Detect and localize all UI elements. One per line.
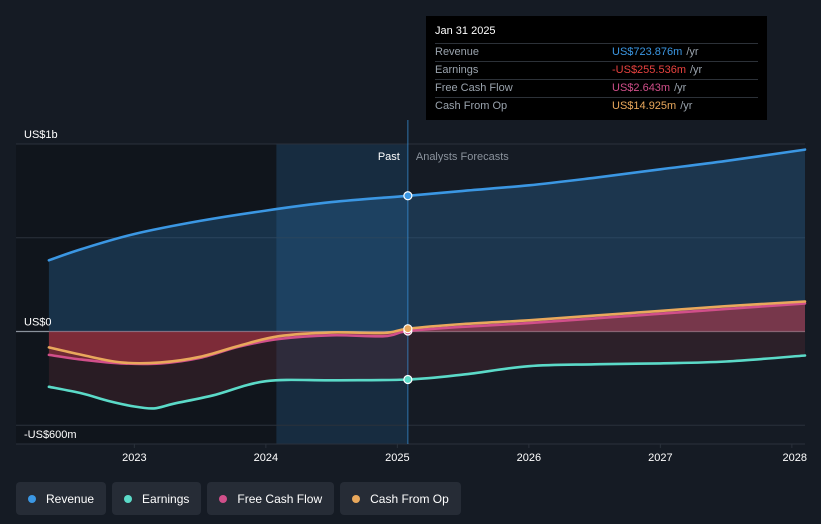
y-tick-label: US$1b [24,129,58,141]
tooltip-label: Free Cash Flow [435,82,513,94]
point-earnings [403,374,413,385]
legend-item-revenue[interactable]: Revenue [16,482,107,515]
tooltip-unit: /yr [674,82,687,94]
legend-item-earnings[interactable]: Earnings [112,482,202,515]
past-label: Past [378,151,400,163]
x-tick-label: 2023 [122,452,146,464]
y-tick-label: -US$600m [24,429,77,441]
legend-label: Cash From Op [370,491,449,506]
legend-item-free-cash-flow[interactable]: Free Cash Flow [207,482,335,515]
x-tick-label: 2027 [648,452,672,464]
tooltip-value: US$723.876m [612,46,683,58]
past-region [16,144,277,444]
area-revenue [48,149,805,332]
tooltip-unit: /yr [690,64,703,76]
legend-dot-icon [124,494,133,503]
tooltip-unit: /yr [680,100,693,112]
area-free-cash-flow [48,303,805,364]
tooltip-row: Cash From Op US$14.925m/yr [435,97,758,115]
tooltip-row: Free Cash Flow US$2.643m/yr [435,79,758,97]
tooltip-row: Earnings -US$255.536m/yr [435,61,758,79]
x-tick-label: 2028 [783,452,807,464]
tooltip: Jan 31 2025 Revenue US$723.876m/yr Earning… [426,16,767,120]
x-tick-label: 2025 [385,452,409,464]
tooltip-label: Earnings [435,64,479,76]
line-earnings [47,354,807,410]
legend-label: Free Cash Flow [237,491,323,506]
tooltip-row: Revenue US$723.876m/yr [435,43,758,61]
tooltip-value: US$2.643m [612,82,671,94]
line-cash-from-op [47,300,807,365]
legend-item-cash-from-op[interactable]: Cash From Op [340,482,461,515]
point-revenue [403,191,413,201]
tooltip-unit: /yr [686,46,699,58]
tooltip-label: Revenue [435,46,480,58]
highlight-band [276,144,408,444]
legend: Revenue Earnings Free Cash Flow Cash From O… [16,482,461,515]
x-tick-label: 2024 [254,452,278,464]
tooltip-date: Jan 31 2025 [435,25,496,37]
legend-label: Revenue [46,491,95,506]
y-tick-label: US$0 [24,317,52,329]
legend-dot-icon [219,494,228,503]
tooltip-value: -US$255.536m [612,64,686,76]
legend-label: Earnings [142,491,190,506]
tooltip-value: US$14.925m [612,100,677,112]
point-cash-from-op [403,324,413,334]
area-earnings [48,331,805,409]
legend-dot-icon [352,494,361,503]
x-tick-label: 2026 [517,452,541,464]
forecast-label: Analysts Forecasts [416,151,509,163]
legend-dot-icon [28,494,36,503]
tooltip-label: Cash From Op [435,100,508,112]
